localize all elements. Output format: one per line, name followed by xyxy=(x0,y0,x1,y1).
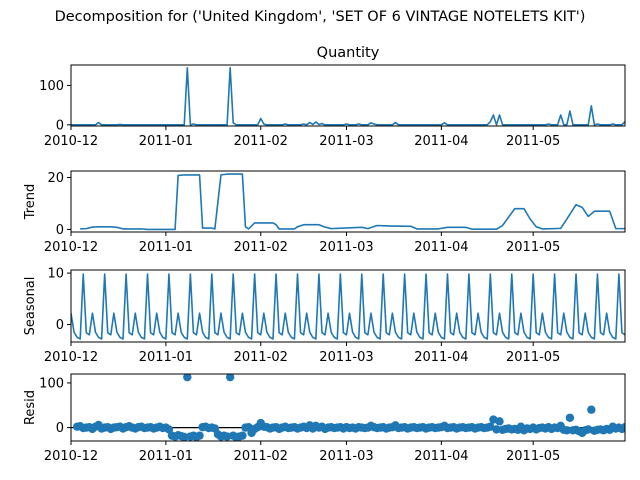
y-axis-label: Seasonal xyxy=(23,277,38,336)
y-tick-label: 20 xyxy=(47,171,64,186)
panel-frame xyxy=(70,64,626,127)
y-tick-label: 100 xyxy=(39,79,64,94)
resid-point xyxy=(180,432,189,441)
x-tick-label: 2011-01 xyxy=(139,134,193,149)
y-tick-label: 10 xyxy=(47,267,64,282)
panel-1: 0 100 2010-12 2011-01 2011-02 2011-03 2011-04 2… xyxy=(39,45,626,149)
series-line xyxy=(71,66,625,126)
x-tick-label: 2011-05 xyxy=(506,240,560,255)
x-tick-label: 2011-02 xyxy=(234,134,288,149)
x-tick-label: 2011-02 xyxy=(234,350,288,365)
x-tick-label: 2010-12 xyxy=(44,240,98,255)
x-tick-label: 2011-04 xyxy=(414,134,468,149)
x-tick-label: 2011-02 xyxy=(234,240,288,255)
figure-suptitle: Decomposition for ('United Kingdom', 'SE… xyxy=(55,9,586,25)
panel-3: 0 10 2010-12 2011-01 2011-02 2011-03 2011-04 20… xyxy=(23,267,626,365)
panel-frame xyxy=(70,170,626,233)
resid-point xyxy=(495,417,504,426)
resid-point xyxy=(195,431,204,440)
series-line xyxy=(71,273,625,340)
panel-2: 0 20 2010-12 2011-01 2011-02 2011-03 2011-04 20… xyxy=(23,170,626,255)
resid-point xyxy=(164,425,174,434)
x-tick-label: 2011-05 xyxy=(506,449,560,464)
y-tick-label: 0 xyxy=(56,118,64,133)
y-axis-label: Resid xyxy=(23,390,38,425)
x-tick-label: 2011-03 xyxy=(319,350,373,365)
x-tick-label: 2010-12 xyxy=(44,350,98,365)
x-tick-label: 2011-04 xyxy=(414,240,468,255)
panel-title: Quantity xyxy=(317,45,380,61)
x-tick-label: 2011-02 xyxy=(234,449,288,464)
resid-point xyxy=(620,422,625,432)
x-tick-label: 2010-12 xyxy=(44,449,98,464)
panel-frame xyxy=(70,373,626,442)
x-tick-label: 2011-01 xyxy=(139,350,193,365)
resid-points xyxy=(72,374,625,441)
panel-frame xyxy=(70,269,626,343)
resid-point xyxy=(238,431,247,440)
resid-point xyxy=(565,413,575,422)
resid-point xyxy=(183,374,192,382)
x-tick-label: 2011-01 xyxy=(139,449,193,464)
x-tick-label: 2010-12 xyxy=(44,134,98,149)
x-tick-label: 2011-04 xyxy=(414,449,468,464)
y-tick-label: 100 xyxy=(39,376,64,391)
y-axis-label: Trend xyxy=(23,184,38,221)
x-tick-label: 2011-03 xyxy=(319,449,373,464)
y-tick-label: 0 xyxy=(56,223,64,238)
resid-point xyxy=(587,405,596,414)
x-tick-label: 2011-01 xyxy=(139,240,193,255)
series-line xyxy=(80,173,625,231)
x-tick-label: 2011-04 xyxy=(414,350,468,365)
panel-4: 0 100 2010-12 2011-01 2011-02 2011-03 2011-04 2… xyxy=(23,373,626,464)
x-tick-label: 2011-05 xyxy=(506,350,560,365)
resid-point xyxy=(225,374,235,382)
y-tick-label: 0 xyxy=(56,318,64,333)
resid-point xyxy=(492,425,501,434)
x-tick-label: 2011-05 xyxy=(506,134,560,149)
x-tick-label: 2011-03 xyxy=(319,240,373,255)
x-tick-label: 2011-03 xyxy=(319,134,373,149)
resid-point xyxy=(562,426,572,435)
y-tick-label: 0 xyxy=(56,421,64,436)
